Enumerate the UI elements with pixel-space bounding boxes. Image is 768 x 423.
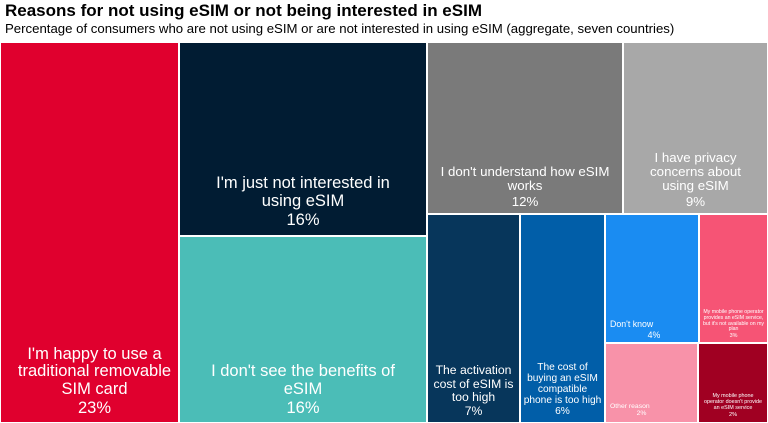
tile-label: The activation cost of eSIM is too high bbox=[433, 363, 514, 404]
chart-subtitle: Percentage of consumers who are not usin… bbox=[5, 21, 675, 36]
tile-no-benefits: I don't see the benefits of eSIM 16% bbox=[179, 236, 427, 423]
tile-value: 2% bbox=[728, 411, 738, 418]
tile-label: My mobile phone operator provides an eSI… bbox=[703, 309, 764, 333]
tile-label: Other reason bbox=[610, 402, 650, 410]
chart-title: Reasons for not using eSIM or not being … bbox=[5, 1, 482, 20]
tile-other-reason: Other reason 2% bbox=[605, 343, 698, 423]
tile-value: 6% bbox=[555, 406, 570, 418]
tile-not-on-plan: My mobile phone operator provides an eSI… bbox=[699, 214, 768, 343]
tile-dont-understand: I don't understand how eSIM works 12% bbox=[427, 42, 623, 214]
tile-no-esim-service: My mobile phone operator doesn't provide… bbox=[698, 343, 768, 423]
tile-label: I don't see the benefits of eSIM bbox=[211, 362, 395, 399]
tile-label: Don't know bbox=[610, 319, 654, 330]
tile-value: 23% bbox=[77, 399, 112, 418]
tile-value: 16% bbox=[286, 399, 320, 418]
tile-label: I don't understand how eSIM works bbox=[440, 164, 610, 194]
tile-not-interested: I'm just not interested in using eSIM 16… bbox=[179, 42, 427, 236]
tile-value: 12% bbox=[511, 193, 539, 209]
tile-label: My mobile phone operator doesn't provide… bbox=[704, 393, 762, 411]
tile-privacy: I have privacy concerns about using eSIM… bbox=[623, 42, 768, 214]
tile-dont-know: Don't know 4% bbox=[605, 214, 699, 343]
tile-value: 2% bbox=[636, 410, 647, 418]
tile-value: 4% bbox=[647, 329, 661, 340]
tile-traditional-sim: I'm happy to use a traditional removable… bbox=[0, 42, 179, 423]
tile-phone-cost: The cost of buying an eSIM compatible ph… bbox=[520, 214, 605, 423]
tile-label: I have privacy concerns about using eSIM bbox=[650, 149, 741, 194]
tile-label: The cost of buying an eSIM compatible ph… bbox=[523, 362, 602, 407]
tile-value: 3% bbox=[729, 332, 738, 339]
tile-value: 16% bbox=[286, 211, 320, 230]
tile-activation-cost: The activation cost of eSIM is too high … bbox=[427, 214, 520, 423]
tile-label: I'm just not interested in using eSIM bbox=[216, 174, 390, 211]
tile-value: 7% bbox=[464, 403, 483, 418]
tile-value: 9% bbox=[685, 193, 706, 209]
tile-label: I'm happy to use a traditional removable… bbox=[17, 344, 172, 399]
